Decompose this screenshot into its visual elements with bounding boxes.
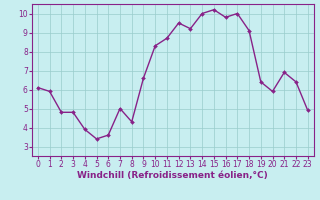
X-axis label: Windchill (Refroidissement éolien,°C): Windchill (Refroidissement éolien,°C) [77, 171, 268, 180]
